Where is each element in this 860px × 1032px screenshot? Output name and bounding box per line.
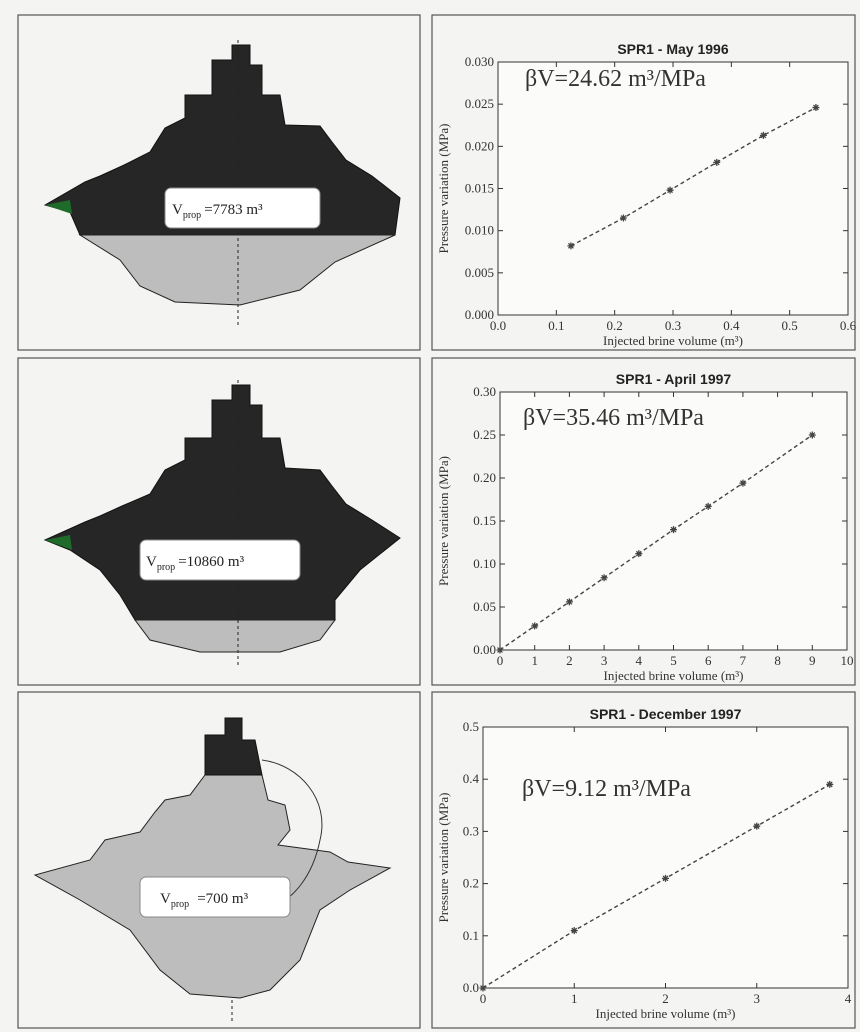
y-tick-label: 0.025 [465,96,494,111]
y-tick-label: 0.10 [473,556,496,571]
y-tick-label: 0.3 [463,823,479,838]
y-axis-label: Pressure variation (MPa) [436,456,451,586]
chart: SPR1 - December 1997 0 1 2 3 4 0.0 0.1 0.2 0.3 0.4… [436,706,852,1021]
y-tick-label: 0.1 [463,928,479,943]
y-tick-label: 0.30 [473,384,496,399]
x-tick-label: 1 [571,991,578,1006]
x-tick-label: 5 [670,653,677,668]
y-tick-label: 0.25 [473,427,496,442]
label-value: =10860 m³ [178,554,244,570]
x-tick-label: 0.1 [548,318,564,333]
cavern-diagram: Vprop=10860 m³ [45,380,400,668]
cavern-gas-zone [45,385,400,620]
label-symbol: V [172,202,183,218]
x-tick-label: 0.3 [665,318,681,333]
x-tick-label: 4 [636,653,643,668]
data-point [531,622,538,629]
x-tick-label: 0.6 [840,318,857,333]
chart-title: SPR1 - May 1996 [617,41,728,57]
data-point [662,875,669,882]
x-tick-label: 9 [809,653,816,668]
y-tick-label: 0.4 [463,771,480,786]
x-tick-label: 0.5 [782,318,798,333]
x-tick-label: 2 [662,991,669,1006]
y-axis-label: Pressure variation (MPa) [436,124,451,254]
cavern-diagram: Vprop =700 m³ [35,718,390,1022]
y-tick-label: 0.020 [465,138,494,153]
plot-area [498,62,848,315]
label-value: =700 m³ [197,891,248,907]
x-axis-label: Injected brine volume (m³) [596,1006,736,1021]
y-tick-label: 0.5 [463,719,479,734]
x-tick-label: 10 [841,653,854,668]
data-point [480,985,487,992]
annotation: βV=24.62 m³/MPa [525,66,706,92]
x-tick-label: 6 [705,653,712,668]
x-tick-label: 0.4 [723,318,740,333]
x-tick-label: 3 [754,991,761,1006]
data-point [826,781,833,788]
label-subscript: prop [183,210,201,221]
label-subscript: prop [157,562,175,573]
x-tick-label: 7 [740,653,747,668]
chart-title: SPR1 - April 1997 [616,371,732,387]
annotation: βV=9.12 m³/MPa [522,776,691,802]
data-point [809,432,816,439]
data-point [571,927,578,934]
data-point [635,550,642,557]
data-point [497,647,504,654]
y-axis-label: Pressure variation (MPa) [436,793,451,923]
x-tick-label: 0 [497,653,504,668]
y-tick-label: 0.20 [473,470,496,485]
chart: SPR1 - April 1997 0 1 2 3 4 5 6 7 8 9 10 0.00 0.05 0.1… [436,371,854,683]
x-tick-label: 0 [480,991,487,1006]
x-axis-label: Injected brine volume (m³) [603,333,743,348]
x-axis-label: Injected brine volume (m³) [604,668,744,683]
x-tick-label: 2 [566,653,573,668]
y-tick-label: 0.015 [465,181,494,196]
x-tick-label: 3 [601,653,608,668]
x-tick-label: 0.2 [607,318,623,333]
label-subscript: prop [171,899,189,910]
y-tick-label: 0.00 [473,642,496,657]
data-point [713,159,720,166]
y-tick-label: 0.15 [473,513,496,528]
y-tick-label: 0.030 [465,54,494,69]
plot-area [483,727,848,988]
annotation: βV=35.46 m³/MPa [523,405,704,431]
y-tick-label: 0.010 [465,223,494,238]
data-point [753,823,760,830]
y-tick-label: 0.2 [463,876,479,891]
x-tick-label: 8 [774,653,781,668]
y-tick-label: 0.0 [463,980,479,995]
label-symbol: V [146,554,157,570]
cavern-brine-zone [135,620,335,652]
y-tick-label: 0.000 [465,307,494,322]
chart-title: SPR1 - December 1997 [590,706,742,722]
cavern-diagram: Vprop=7783 m³ [45,40,400,325]
y-tick-label: 0.005 [465,265,494,280]
label-symbol: V [160,891,171,907]
figure: Vprop=7783 m³ Vprop=10860 m³ Vprop=700 m… [0,0,860,1032]
cavern-gas-zone [205,718,262,775]
x-tick-label: 1 [531,653,538,668]
x-tick-label: 4 [845,991,852,1006]
label-value: =7783 m³ [204,202,263,218]
y-tick-label: 0.05 [473,599,496,614]
